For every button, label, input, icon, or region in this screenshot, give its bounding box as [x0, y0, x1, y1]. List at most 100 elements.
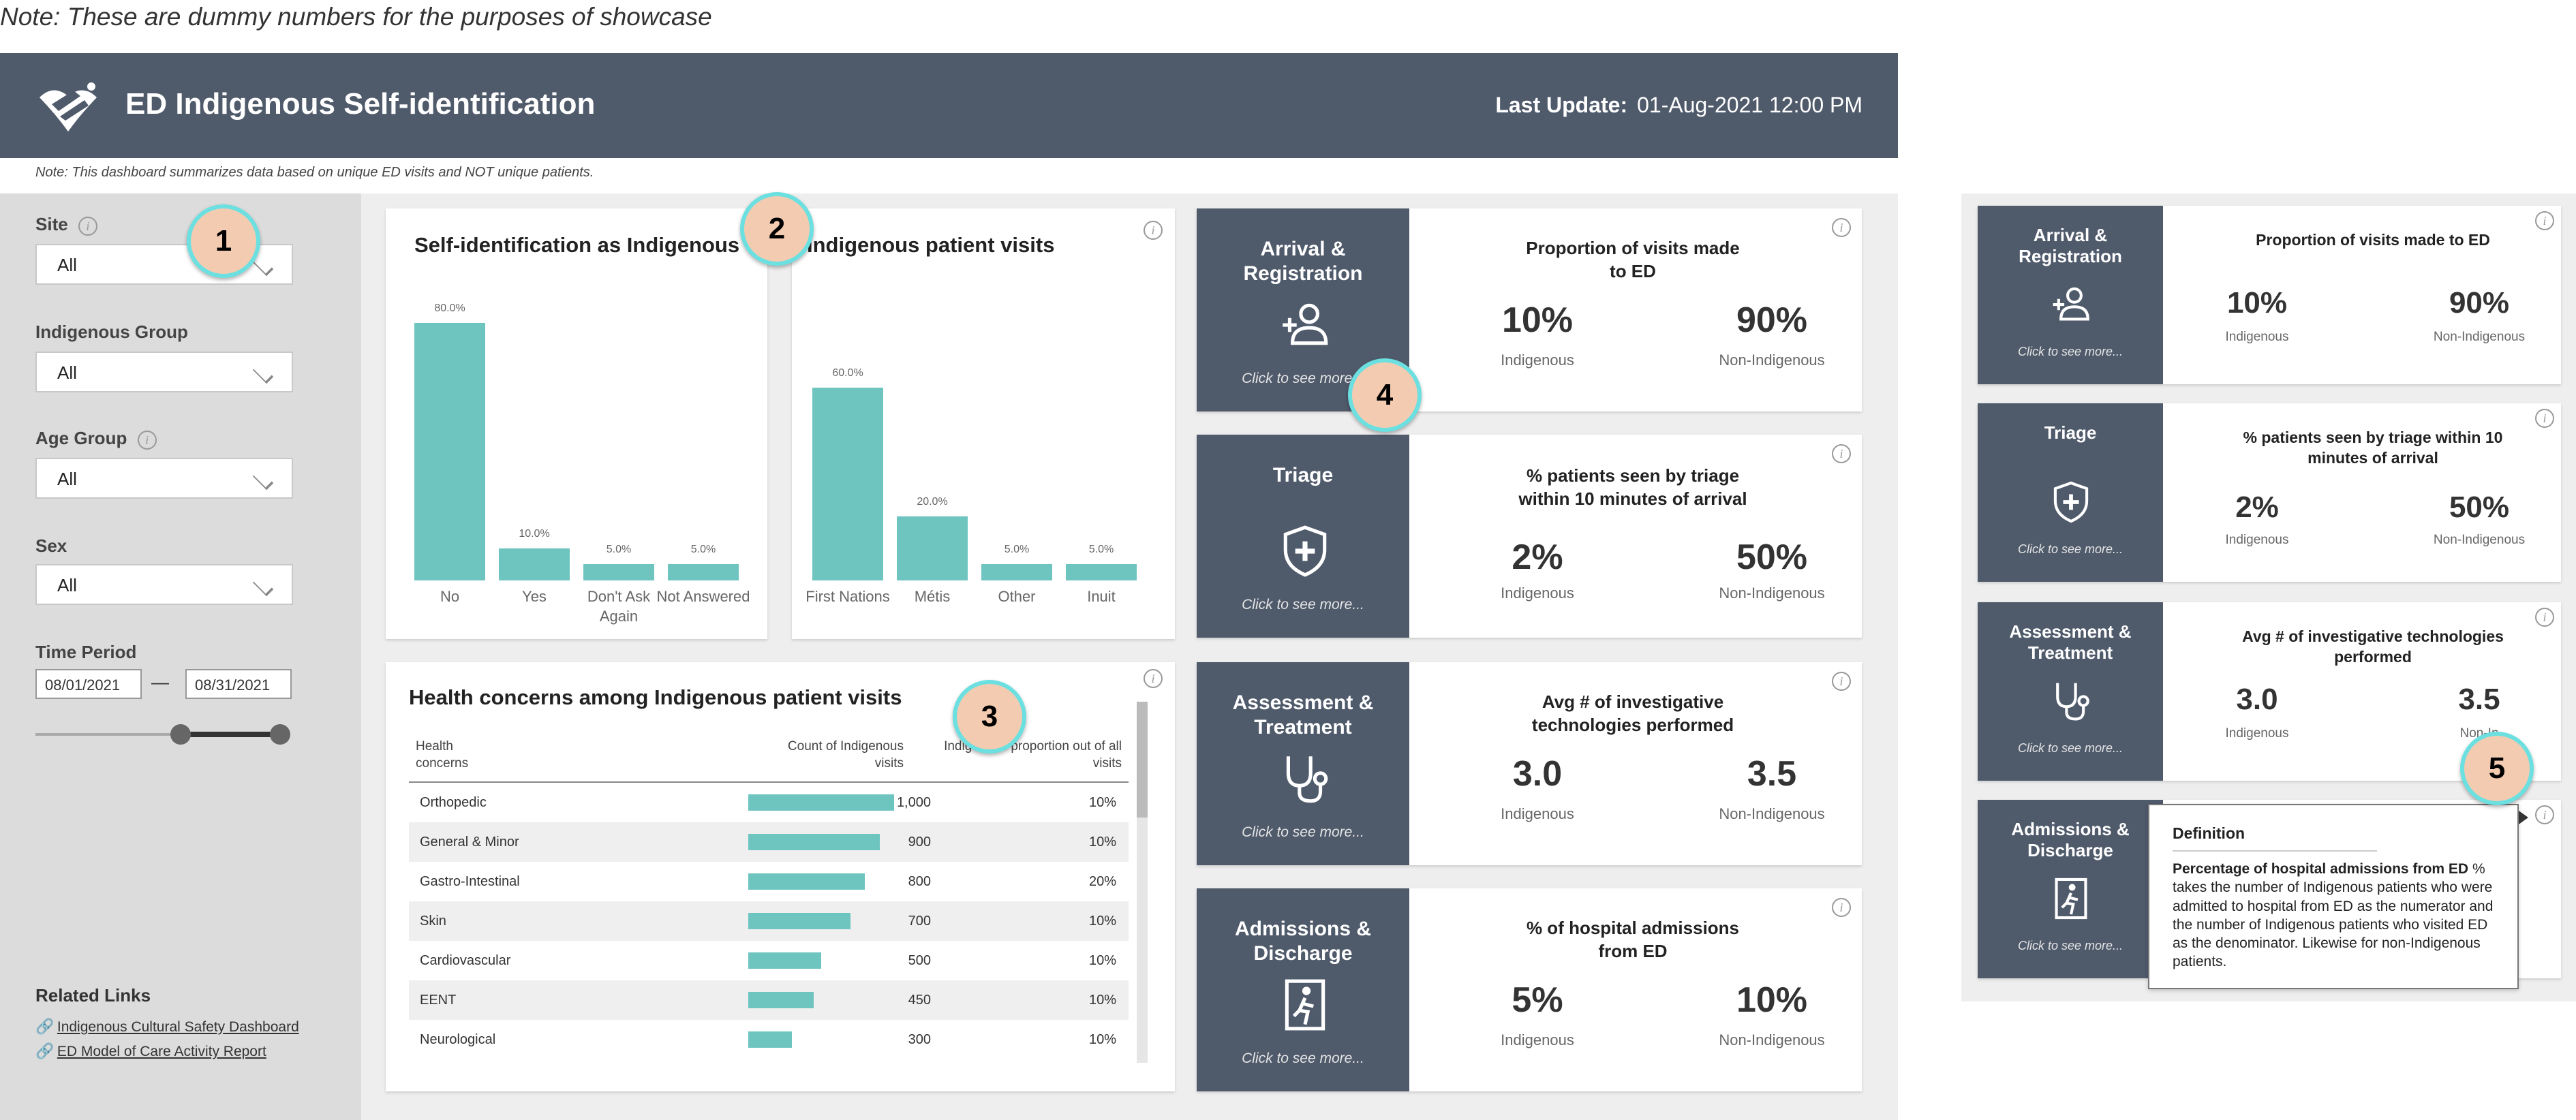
kpi-non-indigenous-label: Non-Indigenous: [1719, 805, 1825, 822]
click-to-see-more[interactable]: Click to see more...: [1242, 371, 1364, 386]
time-slider-end-handle[interactable]: [270, 724, 290, 745]
count-bar[interactable]: [748, 873, 865, 890]
date-from-input[interactable]: 08/01/2021: [35, 669, 142, 699]
info-icon[interactable]: i: [2535, 805, 2554, 824]
count-value: 500: [908, 953, 931, 968]
info-icon[interactable]: i: [137, 431, 157, 450]
click-to-see-more[interactable]: Click to see more...: [1242, 824, 1364, 840]
click-to-see-more[interactable]: Click to see more...: [2017, 741, 2123, 755]
kpi-stage-button[interactable]: Admissions & Discharge Click to see more.…: [1197, 888, 1409, 1091]
table-row[interactable]: Gastro-Intestinal 800 20%: [409, 862, 1129, 901]
time-slider-range: [180, 732, 281, 737]
chart-bar[interactable]: [1066, 564, 1137, 580]
table-row[interactable]: Orthopedic 1,000 10%: [409, 783, 1129, 822]
tooltip-body: Percentage of hospital admissions from E…: [2173, 861, 2494, 970]
scrollbar-thumb[interactable]: [1137, 702, 1148, 818]
count-bar[interactable]: [748, 794, 894, 811]
kpi-stage-button[interactable]: Arrival & Registration Click to see more.…: [1978, 206, 2163, 384]
kpi-preview-card[interactable]: Triage Click to see more... i % patients se…: [1978, 403, 2561, 582]
time-slider-track[interactable]: [35, 733, 290, 736]
click-to-see-more[interactable]: Click to see more...: [1242, 597, 1364, 612]
dashboard-title: ED Indigenous Self-identification: [125, 87, 596, 121]
bar-category-label: First Nations: [806, 588, 890, 605]
related-link-item[interactable]: 🔗 ED Model of Care Activity Report: [35, 1042, 266, 1060]
kpi-non-indigenous-value: 3.5: [1747, 754, 1797, 794]
kpi-preview-card[interactable]: Arrival & Registration Click to see more.…: [1978, 206, 2561, 384]
bar-category-label: Not Answered: [656, 588, 750, 605]
stethoscope-icon: [2049, 679, 2094, 727]
kpi-stage-button[interactable]: Admissions & Discharge Click to see more.…: [1978, 800, 2163, 978]
click-to-see-more[interactable]: Click to see more...: [2017, 345, 2123, 358]
info-icon[interactable]: i: [2535, 211, 2554, 230]
related-link[interactable]: ED Model of Care Activity Report: [57, 1044, 266, 1059]
kpi-stage-button[interactable]: Triage Click to see more...: [1978, 403, 2163, 582]
kpi-non-indigenous-value: 3.5: [2458, 683, 2500, 716]
sex-select[interactable]: All: [35, 564, 293, 605]
date-to-input[interactable]: 08/31/2021: [185, 669, 292, 699]
click-to-see-more[interactable]: Click to see more...: [1242, 1051, 1364, 1066]
table-row[interactable]: General & Minor 900 10%: [409, 822, 1129, 862]
kpi-non-indigenous-value: 50%: [1736, 538, 1808, 577]
kpi-card[interactable]: Triage Click to see more... i % patients se…: [1197, 435, 1862, 638]
click-to-see-more[interactable]: Click to see more...: [2017, 542, 2123, 556]
concern-name: Skin: [420, 914, 446, 929]
info-icon[interactable]: i: [78, 217, 97, 236]
count-bar[interactable]: [748, 992, 814, 1008]
count-bar[interactable]: [748, 913, 850, 929]
kpi-card[interactable]: Admissions & Discharge Click to see more.…: [1197, 888, 1862, 1091]
bar-category-label: Don't Ask Again: [587, 588, 651, 625]
age-group-select[interactable]: All: [35, 458, 293, 499]
kpi-indigenous-value: 2%: [1512, 538, 1563, 577]
count-bar[interactable]: [748, 1031, 793, 1048]
kpi-stage-button[interactable]: Assessment & Treatment Click to see more.…: [1197, 662, 1409, 865]
tooltip-title: Definition: [2173, 824, 2245, 842]
step-badge-5: 5: [2460, 732, 2534, 805]
step-badge-2: 2: [740, 192, 814, 266]
table-row[interactable]: Cardiovascular 500 10%: [409, 941, 1129, 980]
count-bar[interactable]: [748, 952, 821, 969]
info-icon[interactable]: i: [1144, 669, 1163, 688]
info-icon[interactable]: i: [1144, 221, 1163, 240]
kpi-card[interactable]: Assessment & Treatment Click to see more.…: [1197, 662, 1862, 865]
chart-bar[interactable]: [812, 387, 883, 580]
column-header[interactable]: Indigenous proportion out of all visits: [944, 739, 1122, 771]
table-row[interactable]: Neurological 300 10%: [409, 1020, 1129, 1059]
kpi-non-indigenous-value: 10%: [1736, 980, 1808, 1020]
table-row[interactable]: EENT 450 10%: [409, 980, 1129, 1020]
column-header[interactable]: Count of Indigenous visits: [787, 739, 904, 771]
kpi-stage-button[interactable]: Triage Click to see more...: [1197, 435, 1409, 638]
info-icon[interactable]: i: [1832, 444, 1851, 463]
table-row[interactable]: Skin 700 10%: [409, 901, 1129, 941]
time-slider-start-handle[interactable]: [170, 724, 191, 745]
info-icon[interactable]: i: [1832, 218, 1851, 237]
bar-value-label: 60.0%: [832, 367, 863, 379]
column-header[interactable]: Health concerns: [416, 739, 469, 771]
chart-bar[interactable]: [499, 548, 570, 580]
related-link[interactable]: Indigenous Cultural Safety Dashboard: [57, 1019, 299, 1035]
date-separator: —: [151, 672, 169, 692]
kpi-card[interactable]: Arrival & Registration Click to see more.…: [1197, 208, 1862, 411]
bar-value-label: 5.0%: [606, 544, 632, 556]
self-identification-chart-panel: Self-identification as Indigenous 80.0% N…: [386, 208, 767, 639]
chart-bar[interactable]: [981, 564, 1052, 580]
chart-bar[interactable]: [668, 564, 739, 580]
chart-bar[interactable]: [414, 323, 485, 580]
add-person-icon: [2049, 282, 2094, 330]
definition-tooltip: Definition Percentage of hospital admiss…: [2148, 804, 2519, 989]
count-bar[interactable]: [748, 834, 880, 850]
concern-name: Neurological: [420, 1032, 496, 1047]
click-to-see-more[interactable]: Click to see more...: [2017, 939, 2123, 952]
info-icon[interactable]: i: [1832, 672, 1851, 691]
kpi-non-indigenous-value: 90%: [1736, 300, 1808, 340]
proportion-value: 10%: [1088, 795, 1116, 810]
scrollbar[interactable]: [1137, 702, 1148, 1063]
info-icon[interactable]: i: [1832, 898, 1851, 917]
related-link-item[interactable]: 🔗 Indigenous Cultural Safety Dashboard: [35, 1018, 299, 1036]
chart-bar[interactable]: [897, 516, 968, 580]
chart-bar[interactable]: [583, 564, 654, 580]
bar-category-label: Métis: [914, 588, 951, 605]
kpi-stage-button[interactable]: Assessment & Treatment Click to see more.…: [1978, 602, 2163, 781]
info-icon[interactable]: i: [2535, 608, 2554, 627]
indigenous-group-select[interactable]: All: [35, 352, 293, 392]
info-icon[interactable]: i: [2535, 409, 2554, 428]
